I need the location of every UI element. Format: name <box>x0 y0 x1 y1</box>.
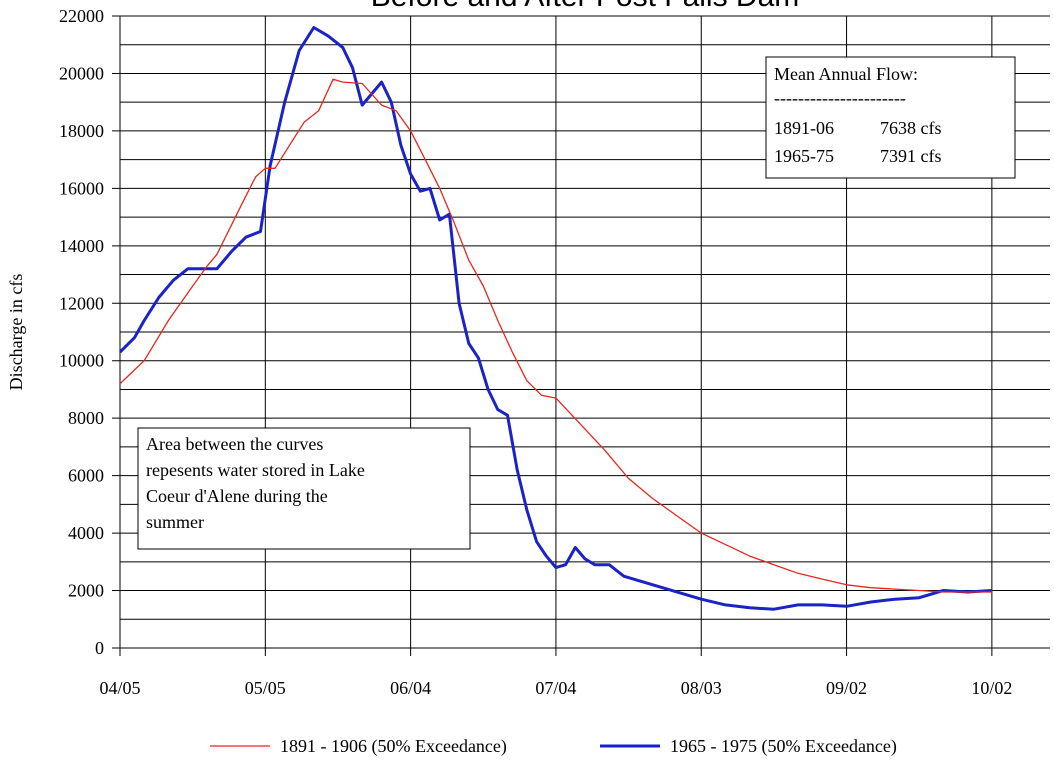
y-tick-label: 12000 <box>59 293 104 313</box>
annotation-text: 1891-06 <box>774 118 834 138</box>
x-tick-label: 10/02 <box>971 678 1012 698</box>
y-tick-label: 2000 <box>68 581 104 601</box>
y-tick-label: 18000 <box>59 121 104 141</box>
y-axis-label: Discharge in cfs <box>6 274 26 391</box>
annotation-box <box>137 427 471 550</box>
y-tick-label: 0 <box>95 638 104 658</box>
annotation-text: summer <box>146 512 204 532</box>
y-tick-label: 22000 <box>59 6 104 26</box>
x-tick-label: 08/03 <box>681 678 722 698</box>
annotation-text: 7391 cfs <box>880 146 942 166</box>
legend-label: 1891 - 1906 (50% Exceedance) <box>280 736 507 757</box>
grid <box>112 15 1050 656</box>
x-tick-label: 04/05 <box>99 678 140 698</box>
chart-title: Before and After Post Falls Dam <box>371 0 800 13</box>
annotation-text: Area between the curves <box>146 434 323 454</box>
x-tick-label: 09/02 <box>826 678 867 698</box>
x-tick-label: 07/04 <box>535 678 576 698</box>
y-tick-label: 8000 <box>68 408 104 428</box>
y-tick-label: 14000 <box>59 236 104 256</box>
annotation-box <box>765 56 1016 179</box>
annotation-text: 1965-75 <box>774 146 834 166</box>
x-tick-label: 05/05 <box>245 678 286 698</box>
annotation-text: 7638 cfs <box>880 118 942 138</box>
y-tick-label: 16000 <box>59 178 104 198</box>
annotation-text: repesents water stored in Lake <box>146 460 365 480</box>
annotation-text: ---------------------- <box>774 88 906 108</box>
series-line <box>119 78 992 593</box>
x-tick-label: 06/04 <box>390 678 431 698</box>
y-tick-label: 10000 <box>59 351 104 371</box>
y-tick-label: 6000 <box>68 466 104 486</box>
legend-label: 1965 - 1975 (50% Exceedance) <box>670 736 897 757</box>
series-line <box>118 26 992 611</box>
y-tick-label: 20000 <box>59 63 104 83</box>
y-tick-label: 4000 <box>68 523 104 543</box>
annotation-text: Coeur d'Alene during the <box>146 486 328 506</box>
annotation-text: Mean Annual Flow: <box>774 64 918 84</box>
